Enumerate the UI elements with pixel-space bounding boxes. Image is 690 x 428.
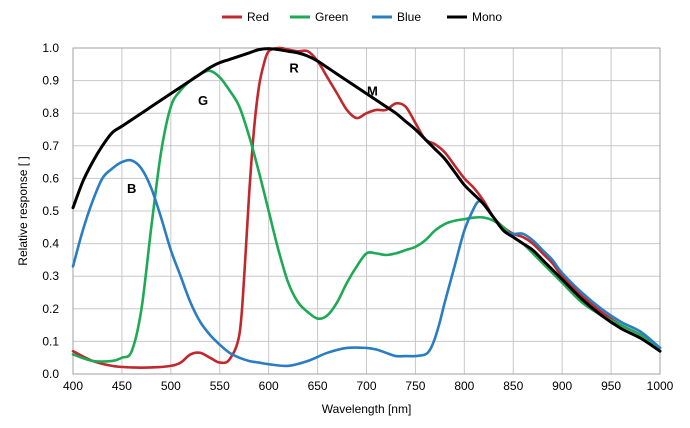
plot-frame: [72, 47, 661, 375]
x-tick-label: 500: [161, 379, 181, 393]
legend-item-green: Green: [290, 10, 348, 24]
legend: Red Green Blue Mono: [222, 10, 502, 24]
x-tick-label: 650: [308, 379, 328, 393]
x-tick-label: 700: [356, 379, 376, 393]
series-line-mono: [71, 47, 662, 353]
x-tick-label: 950: [601, 379, 621, 393]
series-line-red: [71, 46, 662, 369]
x-tick-label: 450: [112, 379, 132, 393]
x-tick-label: 750: [405, 379, 425, 393]
x-tick-label: 900: [552, 379, 572, 393]
legend-label: Green: [315, 10, 348, 24]
annotations: B G R M: [127, 61, 378, 197]
y-tick-label: 1.0: [42, 41, 59, 55]
y-tick-label: 0.2: [42, 302, 59, 316]
legend-label: Blue: [397, 10, 421, 24]
annotation-g: G: [198, 93, 208, 108]
annotation-r: R: [289, 61, 299, 76]
y-tick-label: 0.9: [42, 74, 59, 88]
y-axis-label: Relative response [ ]: [16, 156, 30, 265]
x-axis-label: Wavelength [nm]: [322, 402, 412, 416]
legend-item-mono: Mono: [447, 10, 502, 24]
x-tick-label: 550: [210, 379, 230, 393]
y-tick-label: 0.4: [42, 237, 59, 251]
legend-label: Red: [247, 10, 269, 24]
x-tick-label: 1000: [647, 379, 674, 393]
legend-item-red: Red: [222, 10, 269, 24]
y-tick-label: 0.1: [42, 334, 59, 348]
legend-item-blue: Blue: [372, 10, 421, 24]
y-tick-label: 0.8: [42, 106, 59, 120]
legend-label: Mono: [472, 10, 502, 24]
y-tick-label: 0.0: [42, 367, 59, 381]
y-tick-label: 0.7: [42, 139, 59, 153]
y-tick-label: 0.3: [42, 269, 59, 283]
y-tick-label: 0.6: [42, 171, 59, 185]
y-axis-ticks: 0.0 0.1 0.2 0.3 0.4 0.5 0.6 0.7 0.8 0.9 1.0: [42, 41, 59, 381]
y-tick-label: 0.5: [42, 204, 59, 218]
x-tick-label: 600: [259, 379, 279, 393]
annotation-b: B: [127, 181, 136, 196]
x-tick-label: 800: [454, 379, 474, 393]
series-line-blue: [71, 158, 662, 368]
series-layer: [71, 46, 662, 369]
annotation-m: M: [367, 83, 378, 98]
x-tick-label: 850: [503, 379, 523, 393]
x-axis-ticks: 400 450 500 550 600 650 700 750 800 850 900 950 1000: [63, 379, 674, 393]
x-tick-label: 400: [63, 379, 83, 393]
